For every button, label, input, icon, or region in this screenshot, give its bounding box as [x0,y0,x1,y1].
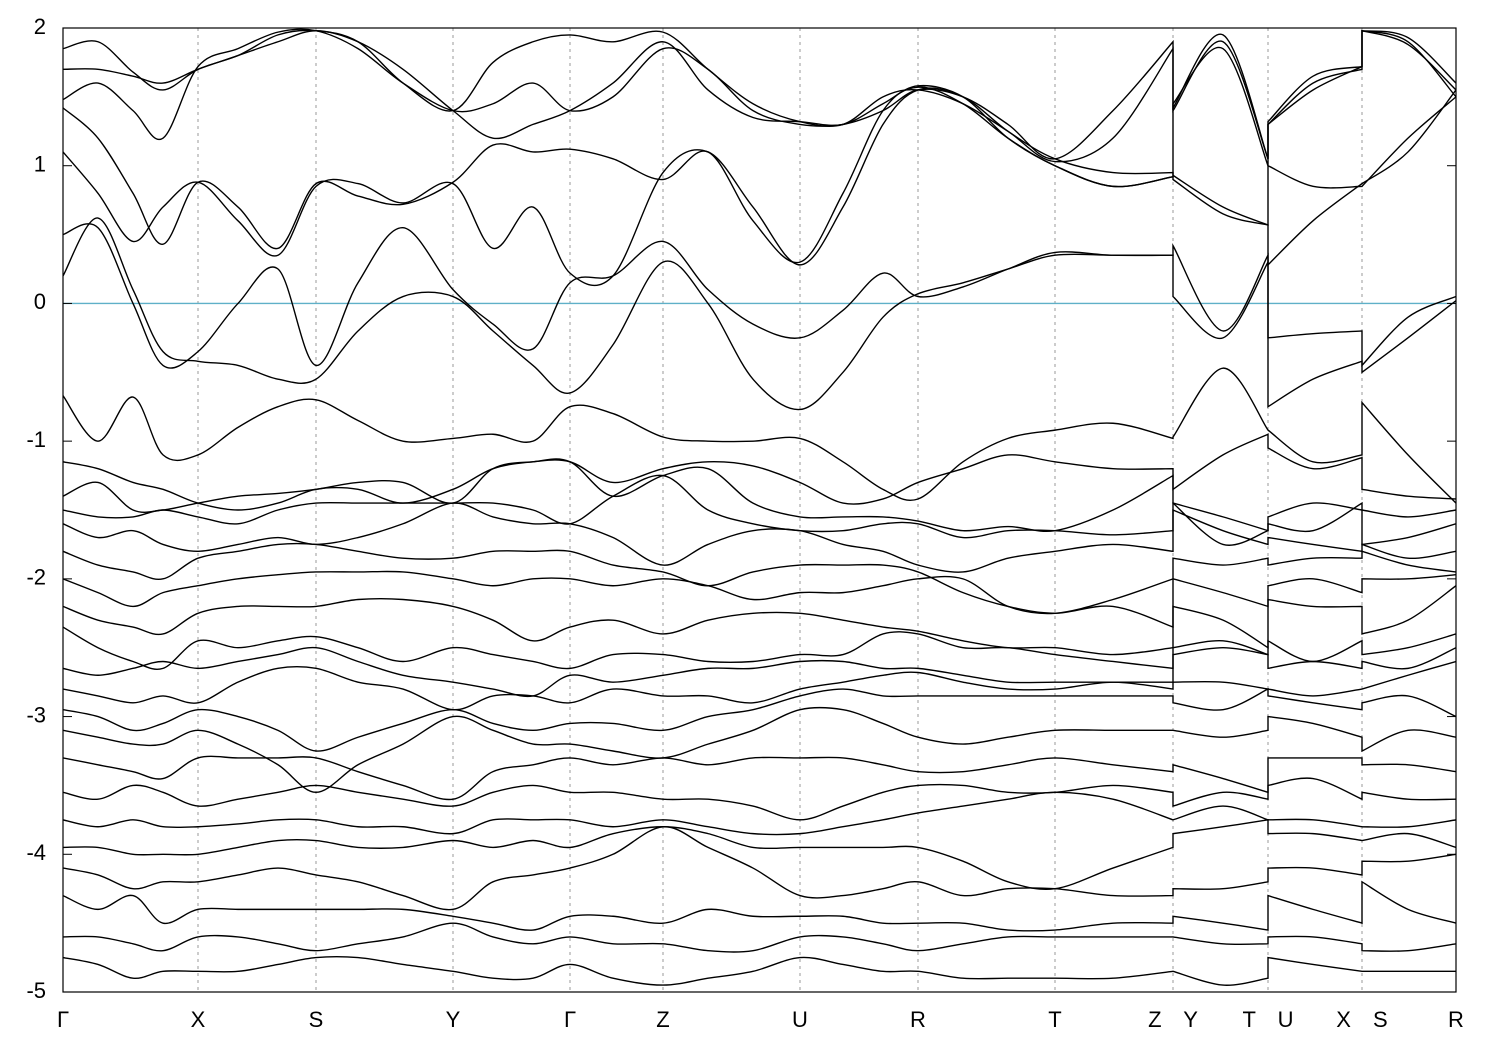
band-line [63,626,1456,670]
x-tick-label: Γ [564,1007,576,1032]
x-tick-label: T U [1242,1007,1293,1032]
band-line [63,474,1456,546]
band-line [63,502,1456,573]
x-tick-label: R [1448,1007,1464,1032]
y-tick-label: 1 [34,152,46,177]
band-line [63,29,1456,163]
x-tick-label: S [309,1007,324,1032]
band-line [63,542,1456,629]
y-tick-label: -3 [26,702,46,727]
band-line [63,570,1456,615]
band-line [63,29,1456,188]
y-tick-label: 2 [34,14,46,39]
axes: -5 -4 -3 -2 -1 0 1 2 Γ X S Y Γ Z U R T Z Y T U X S R [26,14,1464,1032]
band-line [63,755,1456,801]
band-line [63,223,1456,408]
x-tick-label: Y [446,1007,461,1032]
band-line [63,28,1456,160]
band-line [63,367,1456,504]
band-line [63,777,1456,821]
band-line [63,86,1456,264]
band-line [63,433,1456,511]
band-line [63,880,1456,932]
grid [62,28,1457,992]
band-line [63,819,1456,890]
band-line [63,956,1456,986]
band-line [63,646,1456,698]
band-line [63,922,1456,953]
band-line [63,687,1456,752]
plot-frame [62,27,1457,993]
y-tick-label: -2 [26,565,46,590]
band-line [63,826,1456,911]
band-line [63,791,1456,836]
x-tick-label: X [191,1007,206,1032]
y-tick-label: -1 [26,427,46,452]
y-tick-label: 0 [34,289,46,314]
band-line [63,458,1456,546]
y-tick-label: -5 [26,978,46,1003]
x-tick-label: U [792,1007,808,1032]
x-tick-label: Γ [57,1007,69,1032]
band-line [63,585,1456,656]
x-tick-label: T [1048,1007,1061,1032]
bands [63,28,1456,986]
x-tick-label: R [910,1007,926,1032]
band-line [63,660,1456,711]
x-tick-label: Z Y [1148,1007,1198,1032]
band-line [63,706,1456,794]
x-tick-label: X S [1336,1007,1387,1032]
x-tick-label: Z [656,1007,669,1032]
band-line [63,217,1456,411]
y-tick-label: -4 [26,840,46,865]
